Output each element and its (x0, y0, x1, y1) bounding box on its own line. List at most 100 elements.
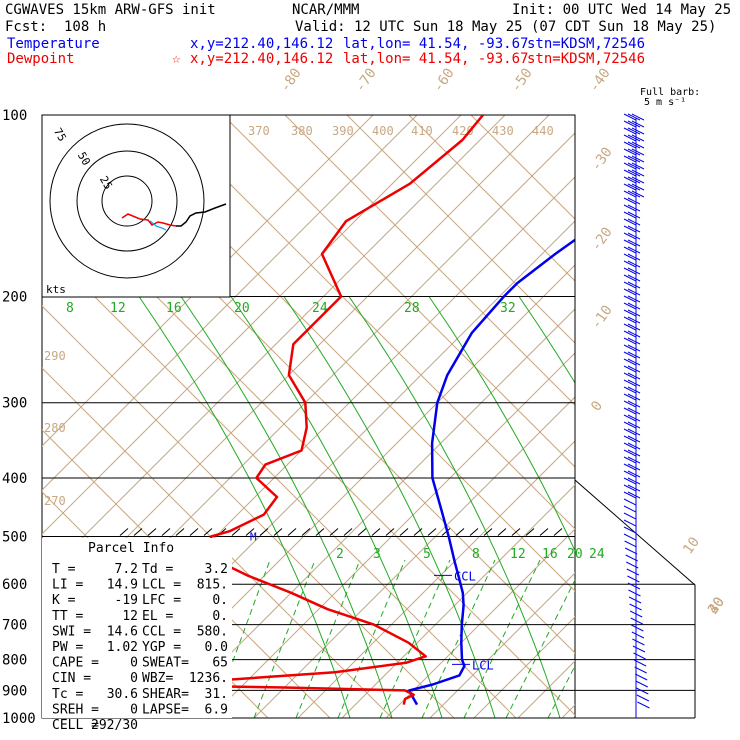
wind-barb (633, 652, 646, 660)
hodograph-ring-75 (49, 123, 205, 279)
wind-barb (627, 141, 641, 149)
wind-barb (627, 582, 641, 590)
wind-barb (623, 134, 637, 142)
hodograph-trace-mid (149, 220, 167, 231)
wind-barb (627, 204, 641, 212)
isotherm-line (297, 440, 575, 718)
wind-barb (627, 323, 641, 331)
wind-barb (629, 603, 642, 611)
wind-barb (623, 302, 637, 310)
wind-barb (631, 141, 645, 149)
wind-barb (632, 638, 645, 646)
mixing-ratio-line (463, 559, 541, 718)
wind-barb (627, 414, 641, 422)
wind-barb (623, 491, 637, 499)
wind-profile-panel (574, 113, 696, 718)
wind-barb (623, 365, 637, 373)
wind-barb (623, 260, 637, 268)
isotherm-label: -50 (508, 65, 536, 95)
wind-barb (628, 589, 641, 597)
wind-barb (634, 673, 648, 681)
wind-barb (623, 407, 637, 415)
lower-mixing-label: 5 (423, 547, 431, 562)
wind-barb (623, 232, 637, 240)
barb-key-line1: Full barb: (640, 87, 700, 98)
wind-barb (627, 218, 641, 226)
isotherm-label: -60 (430, 65, 458, 95)
wind-barb (623, 239, 637, 247)
wind-barb (623, 169, 637, 177)
wind-barb (623, 337, 637, 345)
wind-barb (627, 113, 641, 121)
hodograph: 75 50 25 kts (41, 114, 231, 298)
wind-barb (631, 113, 645, 121)
wind-barb (623, 400, 637, 408)
isotherm-line (429, 572, 575, 718)
wind-barb (626, 561, 639, 569)
isotherm-line (42, 115, 418, 491)
parcel-key: PW = (52, 640, 83, 655)
isotherm-line (42, 115, 506, 579)
wind-barb (623, 309, 637, 317)
hatch-mark (161, 528, 171, 536)
wind-barb (627, 428, 641, 436)
mixing-ratio-line (253, 559, 316, 718)
hatch-mark (553, 528, 563, 536)
parcel-info-panel: Parcel Info T = 7.2 Td = 3.2 LI = 14.9 LCL = 81… (42, 538, 232, 733)
pressure-tick-label: 1000 (2, 711, 36, 727)
temperature-profile-line (407, 238, 575, 706)
lower-mixing-label: 3 (373, 547, 381, 562)
hatch-mark (259, 528, 269, 536)
wind-barb (636, 694, 650, 702)
dry-adiabat-line (346, 115, 575, 344)
wind-barb (624, 540, 637, 548)
parcel-value: 1.02 (107, 640, 138, 655)
wind-barb (627, 330, 641, 338)
parcel-key: SHEAR= (142, 687, 189, 702)
wind-barb (624, 547, 638, 555)
parcel-value: 815. (197, 578, 228, 593)
temperature-legend-label: Temperature (7, 36, 100, 52)
isotherm-label: -40 (586, 65, 614, 95)
hatch-mark (497, 528, 507, 536)
theta-label: 410 (411, 124, 433, 138)
mixing-label: 32 (500, 301, 516, 316)
parcel-value: 292/30 (91, 718, 138, 733)
wind-barb (627, 239, 641, 247)
hatch-mark (175, 528, 185, 536)
wind-barb (623, 512, 637, 520)
pressure-tick-label: 700 (2, 618, 27, 634)
wind-barb (623, 351, 637, 359)
parcel-value: 6.9 (205, 702, 228, 717)
wind-barb (627, 225, 641, 233)
parcel-key: SREH = (52, 702, 99, 717)
parcel-key: CELL = (52, 718, 99, 733)
isotherm-label: 20 (705, 594, 728, 617)
wind-barb (632, 645, 646, 653)
parcel-key: CAPE = (52, 656, 99, 671)
wind-barb (631, 631, 645, 639)
wind-barb (623, 127, 637, 135)
wind-barb (627, 134, 641, 142)
hatch-mark (329, 528, 339, 536)
wind-barb (627, 302, 641, 310)
parcel-key: CIN = (52, 671, 91, 686)
parcel-value: 12 (122, 609, 138, 624)
wind-barb (625, 554, 638, 562)
wind-barb (627, 372, 641, 380)
wind-barb (627, 155, 641, 163)
moist-adiabat-line (428, 296, 575, 553)
wind-barb (623, 288, 637, 296)
dry-adiabat-line (284, 115, 575, 406)
init-time: Init: 00 UTC Wed 14 May 25 (512, 2, 732, 18)
moist-adiabat-line (719, 297, 740, 719)
wind-barb (631, 134, 645, 142)
wind-barb (627, 274, 641, 282)
hodograph-ring-50 (76, 150, 178, 252)
parcel-key: LCL = (142, 578, 181, 593)
wind-barb (627, 267, 641, 275)
wind-barb (631, 155, 645, 163)
hatch-mark (203, 528, 213, 536)
wind-barb (627, 253, 641, 261)
parcel-key: SWI = (52, 624, 91, 639)
